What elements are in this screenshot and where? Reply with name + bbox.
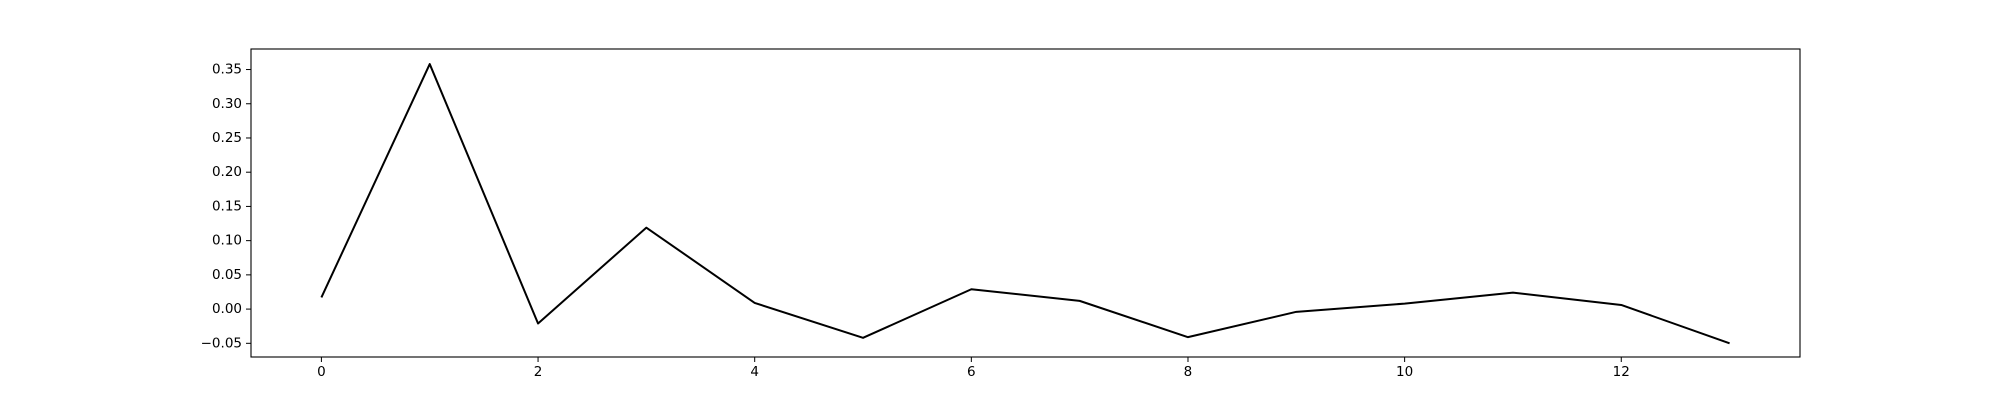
x-tick-label: 10 (1396, 364, 1413, 380)
y-tick-label: 0.15 (212, 198, 242, 214)
y-axis: −0.05 0.00 0.05 0.10 0.15 0.20 0.25 0.30 0.35 (201, 62, 251, 351)
y-tick-label: 0.25 (212, 130, 242, 146)
y-tick-label: −0.05 (201, 335, 242, 351)
x-tick-label: 6 (967, 364, 976, 380)
x-tick-label: 8 (1184, 364, 1193, 380)
x-tick-label: 12 (1613, 364, 1630, 380)
y-tick-label: 0.35 (212, 62, 242, 78)
y-tick-label: 0.05 (212, 267, 242, 283)
x-tick-label: 2 (534, 364, 543, 380)
x-tick-label: 4 (750, 364, 759, 380)
y-tick-label: 0.20 (212, 164, 242, 180)
series-layer (320, 63, 1730, 345)
x-axis: 0 2 4 6 8 10 12 (317, 357, 1630, 380)
series-line (320, 63, 1730, 345)
y-tick-label: 0.00 (212, 301, 242, 317)
y-tick-label: 0.30 (212, 96, 242, 112)
x-tick-label: 0 (317, 364, 326, 380)
plot-area-frame (250, 48, 1801, 358)
y-tick-label: 0.10 (212, 233, 242, 249)
